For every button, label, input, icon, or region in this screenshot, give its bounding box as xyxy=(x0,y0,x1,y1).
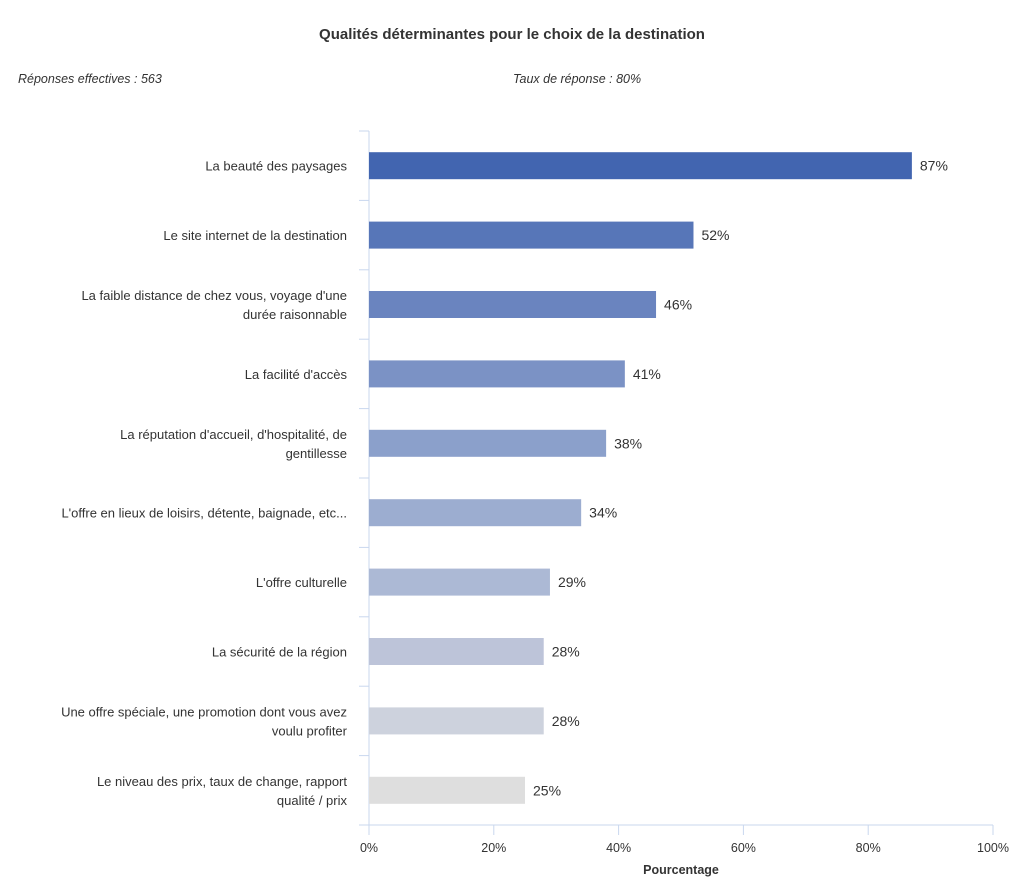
data-label: 52% xyxy=(701,227,729,243)
category-label: L'offre culturelle xyxy=(256,575,347,590)
x-tick-label: 80% xyxy=(856,841,881,855)
category-label-line: La faible distance de chez vous, voyage … xyxy=(81,288,347,303)
bar xyxy=(369,776,525,804)
category-label: La beauté des paysages xyxy=(205,159,347,174)
bar xyxy=(369,221,694,249)
category-label: La réputation d'accueil, d'hospitalité, … xyxy=(120,427,347,461)
category-label: Le niveau des prix, taux de change, rapp… xyxy=(97,774,348,808)
bar xyxy=(369,707,544,735)
category-label: Une offre spéciale, une promotion dont v… xyxy=(61,704,348,738)
category-label-line: La beauté des paysages xyxy=(205,159,347,174)
category-label-line: Le site internet de la destination xyxy=(163,228,347,243)
bar xyxy=(369,499,582,527)
category-label-line: Le niveau des prix, taux de change, rapp… xyxy=(97,774,347,789)
category-label-line: durée raisonnable xyxy=(243,307,347,322)
data-label: 38% xyxy=(614,435,642,451)
category-label: La sécurité de la région xyxy=(212,645,347,660)
x-tick-label: 0% xyxy=(360,841,378,855)
data-label: 28% xyxy=(552,713,580,729)
x-tick-label: 100% xyxy=(977,841,1009,855)
category-label-line: La sécurité de la région xyxy=(212,645,347,660)
category-label-line: L'offre culturelle xyxy=(256,575,347,590)
category-label-line: qualité / prix xyxy=(277,793,348,808)
category-label: La faible distance de chez vous, voyage … xyxy=(81,288,347,322)
data-label: 28% xyxy=(552,644,580,660)
category-label-line: gentillesse xyxy=(286,446,347,461)
category-label-line: La réputation d'accueil, d'hospitalité, … xyxy=(120,427,347,442)
x-tick-label: 20% xyxy=(481,841,506,855)
chart-title: Qualités déterminantes pour le choix de … xyxy=(319,26,705,43)
category-label-line: L'offre en lieux de loisirs, détente, ba… xyxy=(61,506,347,521)
x-axis-title: Pourcentage xyxy=(643,863,719,877)
responses-count: Réponses effectives : 563 xyxy=(18,72,162,86)
bar xyxy=(369,152,912,180)
bar xyxy=(369,291,657,318)
data-label: 87% xyxy=(920,158,948,174)
bar xyxy=(369,568,550,596)
category-label-line: La facilité d'accès xyxy=(245,367,348,382)
category-label: La facilité d'accès xyxy=(245,367,348,382)
category-label: Le site internet de la destination xyxy=(163,228,347,243)
response-rate: Taux de réponse : 80% xyxy=(513,72,642,86)
category-label: L'offre en lieux de loisirs, détente, ba… xyxy=(61,506,347,521)
bar xyxy=(369,360,625,388)
category-label-line: voulu profiter xyxy=(272,723,348,738)
data-label: 41% xyxy=(633,366,661,382)
data-label: 25% xyxy=(533,782,561,798)
data-label: 46% xyxy=(664,297,692,313)
category-label-line: Une offre spéciale, une promotion dont v… xyxy=(61,704,347,719)
data-label: 29% xyxy=(558,574,586,590)
bar xyxy=(369,429,607,457)
x-tick-label: 40% xyxy=(606,841,631,855)
data-label: 34% xyxy=(589,505,617,521)
x-tick-label: 60% xyxy=(731,841,756,855)
bar xyxy=(369,638,544,665)
